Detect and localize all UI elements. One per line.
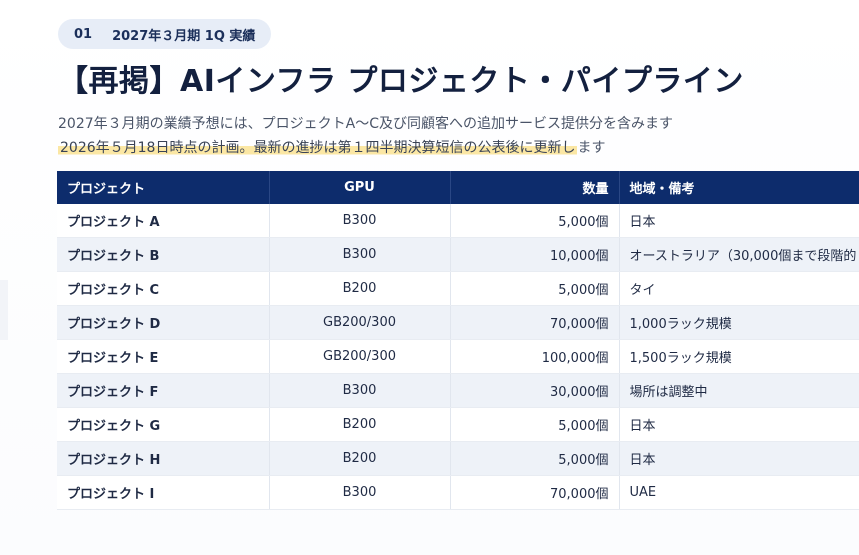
quantity-cell: 5,000個	[450, 204, 620, 238]
subtitle-line-2-rest: ます	[577, 140, 606, 156]
quantity-cell: 30,000個	[450, 373, 620, 408]
quantity-cell: 5,000個	[450, 407, 620, 442]
table-row: プロジェクト D GB200/300 70,000個 1,000ラック規模	[57, 305, 859, 340]
project-name-cell: プロジェクト F	[57, 373, 270, 408]
table-header-row: プロジェクト GPU 数量 地域・備考	[57, 171, 859, 204]
subtitle-line-2: 2026年５月18日時点の計画。最新の進捗は第１四半期決算短信の公表後に更新しま…	[58, 137, 605, 157]
gpu-cell: B200	[269, 441, 451, 476]
region-note-cell: 日本	[619, 441, 859, 476]
region-note-cell: 日本	[619, 204, 859, 238]
region-note-cell: オーストラリア（30,000個まで段階的	[619, 237, 859, 272]
project-name-cell: プロジェクト D	[57, 305, 270, 340]
project-name-cell: プロジェクト C	[57, 271, 270, 306]
quantity-cell: 100,000個	[450, 339, 620, 374]
column-header-gpu: GPU	[269, 171, 451, 204]
column-header-project: プロジェクト	[57, 171, 270, 204]
gpu-cell: GB200/300	[269, 339, 451, 374]
page-title: 【再掲】AIインフラ プロジェクト・パイプライン	[58, 64, 744, 99]
region-note-cell: 1,000ラック規模	[619, 305, 859, 340]
section-badge: 01 2027年３月期 1Q 実績	[58, 19, 272, 49]
quantity-cell: 10,000個	[450, 237, 620, 272]
table-row: プロジェクト E GB200/300 100,000個 1,500ラック規模	[57, 339, 859, 374]
region-note-cell: タイ	[619, 271, 859, 306]
gpu-cell: B300	[269, 373, 451, 408]
subtitle-line-1: 2027年３月期の業績予想には、プロジェクトA〜C及び同顧客への追加サービス提供…	[58, 116, 673, 132]
table-row: プロジェクト I B300 70,000個 UAE	[57, 475, 859, 510]
project-name-cell: プロジェクト I	[57, 475, 270, 510]
pipeline-table: プロジェクト GPU 数量 地域・備考 プロジェクト A B300 5,000個 日本…	[57, 171, 859, 510]
quantity-cell: 5,000個	[450, 271, 620, 306]
region-note-cell: UAE	[619, 475, 859, 510]
left-edge-decoration	[0, 280, 8, 340]
gpu-cell: B200	[269, 407, 451, 442]
quantity-cell: 70,000個	[450, 475, 620, 510]
column-header-region-note: 地域・備考	[619, 171, 859, 204]
table-row: プロジェクト G B200 5,000個 日本	[57, 407, 859, 442]
table-row: プロジェクト F B300 30,000個 場所は調整中	[57, 373, 859, 408]
table-row: プロジェクト C B200 5,000個 タイ	[57, 271, 859, 306]
project-name-cell: プロジェクト E	[57, 339, 270, 374]
table-row: プロジェクト A B300 5,000個 日本	[57, 204, 859, 238]
column-header-quantity: 数量	[450, 171, 620, 204]
region-note-cell: 1,500ラック規模	[619, 339, 859, 374]
quantity-cell: 70,000個	[450, 305, 620, 340]
project-name-cell: プロジェクト G	[57, 407, 270, 442]
project-name-cell: プロジェクト H	[57, 441, 270, 476]
gpu-cell: B200	[269, 271, 451, 306]
project-name-cell: プロジェクト B	[57, 237, 270, 272]
table-row: プロジェクト H B200 5,000個 日本	[57, 441, 859, 476]
region-note-cell: 日本	[619, 407, 859, 442]
table-row: プロジェクト B B300 10,000個 オーストラリア（30,000個まで段階的	[57, 237, 859, 272]
quantity-cell: 5,000個	[450, 441, 620, 476]
project-name-cell: プロジェクト A	[57, 204, 270, 238]
section-label: 2027年３月期 1Q 実績	[112, 28, 256, 44]
section-number: 01	[74, 26, 93, 42]
gpu-cell: B300	[269, 237, 451, 272]
gpu-cell: B300	[269, 204, 451, 238]
gpu-cell: B300	[269, 475, 451, 510]
highlighted-note: 2026年５月18日時点の計画。最新の進捗は第１四半期決算短信の公表後に更新し	[58, 140, 578, 156]
gpu-cell: GB200/300	[269, 305, 451, 340]
region-note-cell: 場所は調整中	[619, 373, 859, 408]
